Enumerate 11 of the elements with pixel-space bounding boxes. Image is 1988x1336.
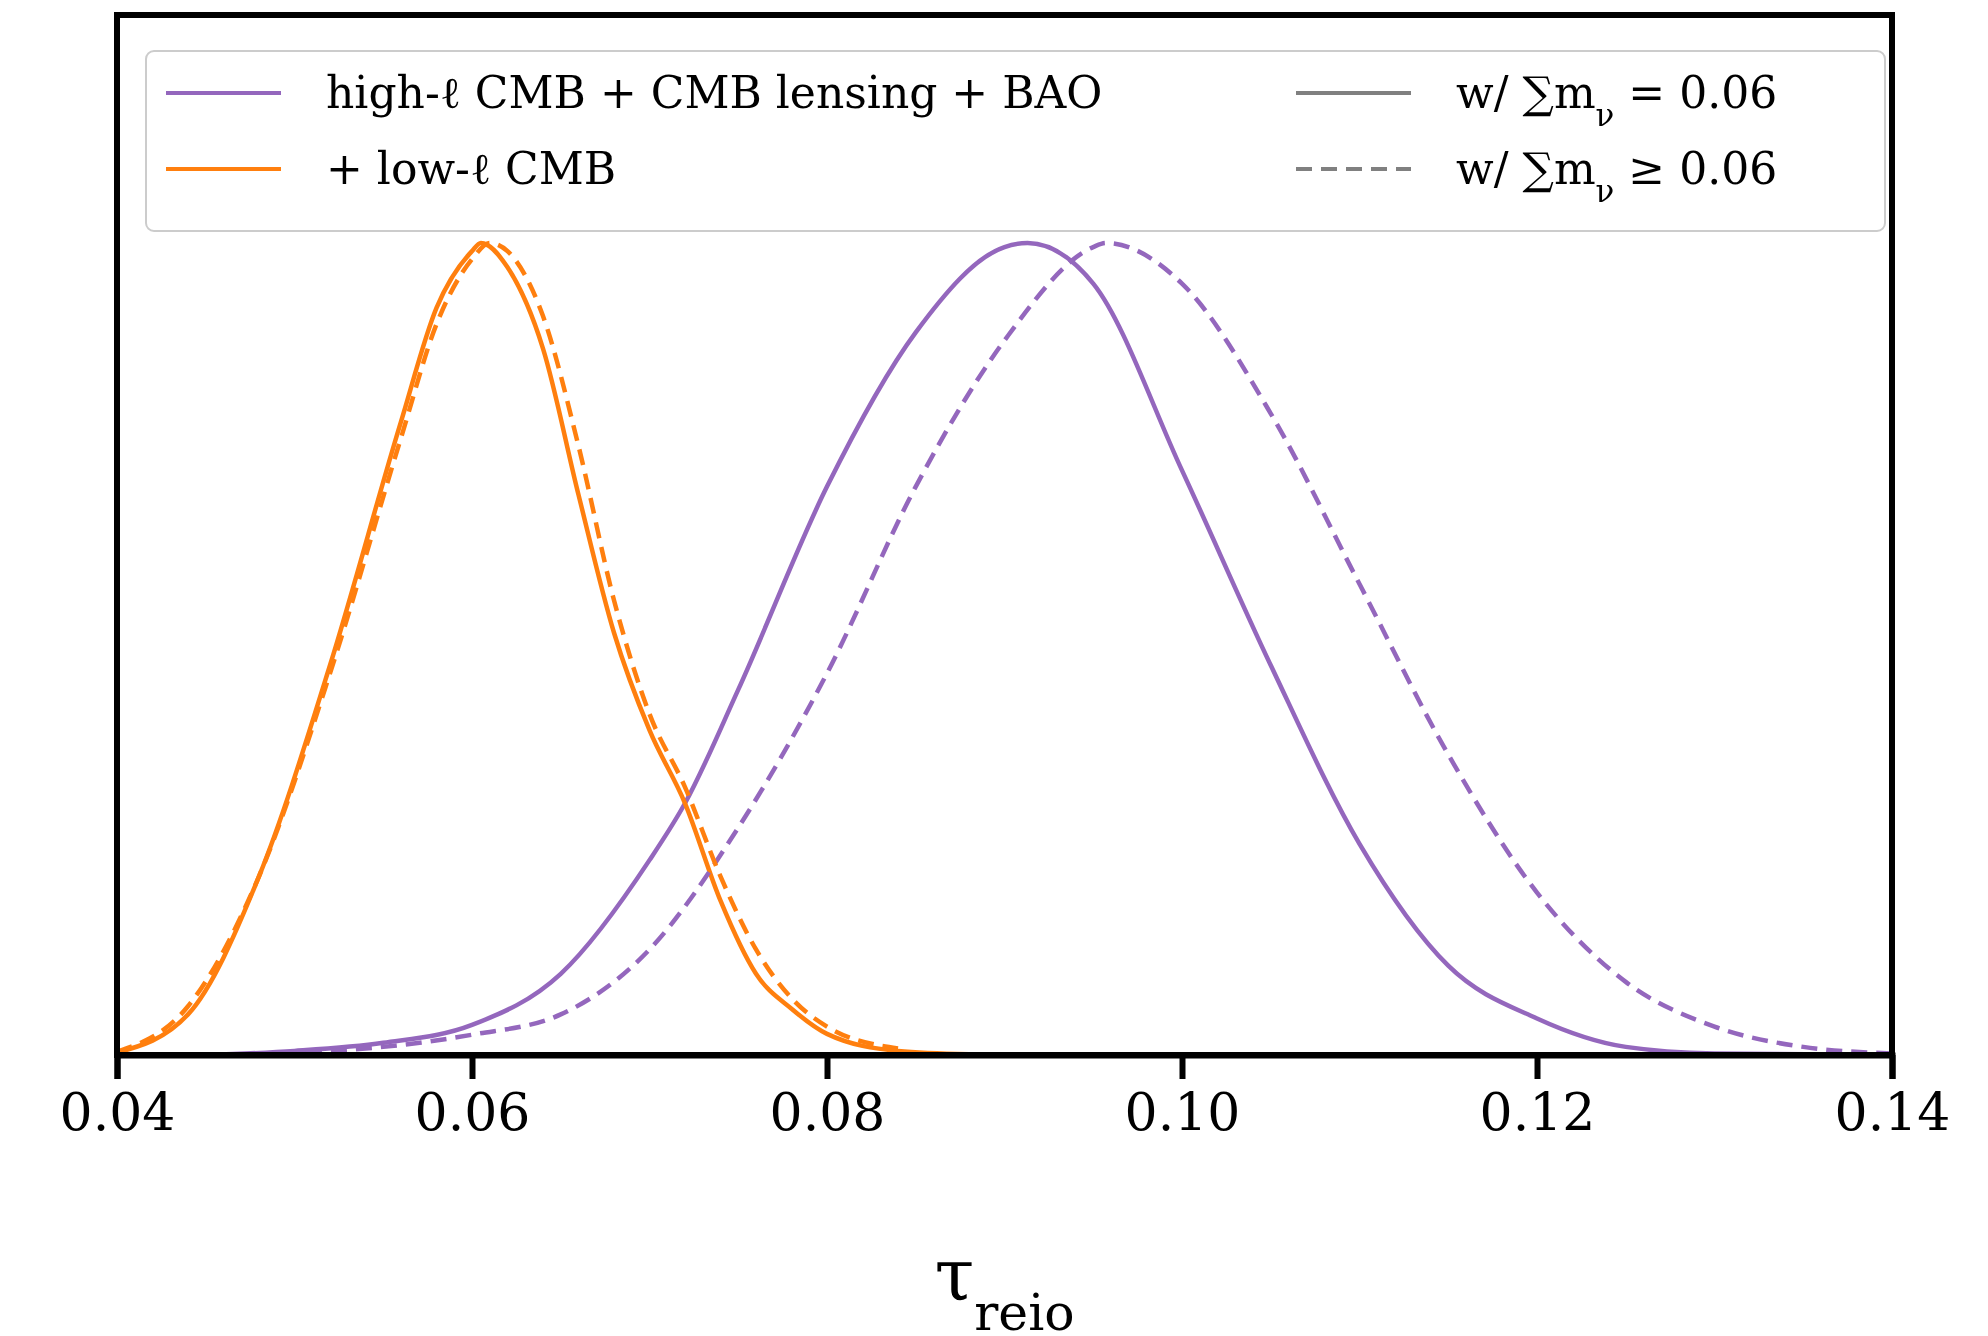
x-tick-label: 0.08 [769,1081,886,1142]
legend-label: high-ℓ CMB + CMB lensing + BAO [326,67,1103,118]
x-tick-label: 0.14 [1834,1081,1951,1142]
legend-label: w/ ∑m$_{ν}$ = 0.06 [1456,67,1778,133]
x-tick-label: 0.10 [1124,1081,1241,1142]
legend-label: + low-ℓ CMB [326,143,617,194]
x-tick-label: 0.12 [1479,1081,1596,1142]
x-tick-label: 0.06 [414,1081,531,1142]
legend-label: w/ ∑m$_{ν}$ ≥ 0.06 [1456,143,1778,209]
x-tick-label: 0.04 [59,1081,176,1142]
x-axis-title: τ$_{reio}$ [934,1233,1075,1336]
